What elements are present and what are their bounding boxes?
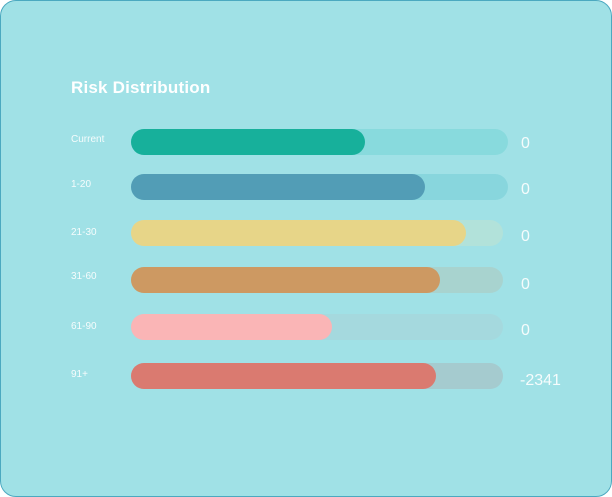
bar-track xyxy=(131,174,508,200)
category-label: 31-60 xyxy=(71,271,97,282)
bar-fill xyxy=(131,267,440,293)
category-label: 21-30 xyxy=(71,227,97,238)
chart-title: Risk Distribution xyxy=(71,78,211,97)
bar-fill xyxy=(131,363,436,389)
category-label: Current xyxy=(71,134,105,145)
bar-track xyxy=(131,267,503,293)
value-label: 0 xyxy=(521,181,530,198)
bar-fill xyxy=(131,220,466,246)
bar-fill xyxy=(131,174,425,200)
value-label: -2341 xyxy=(520,372,561,389)
bar-track xyxy=(131,129,508,155)
value-label: 0 xyxy=(521,228,530,245)
value-label: 0 xyxy=(521,135,530,152)
category-label: 1-20 xyxy=(71,179,92,190)
bar-track xyxy=(131,314,503,340)
value-label: 0 xyxy=(521,276,530,293)
bar-fill xyxy=(131,314,332,340)
bar-track xyxy=(131,220,503,246)
bar-fill xyxy=(131,129,365,155)
bar-track xyxy=(131,363,503,389)
value-label: 0 xyxy=(521,322,530,339)
category-label: 91+ xyxy=(71,369,88,380)
category-label: 61-90 xyxy=(71,321,97,332)
